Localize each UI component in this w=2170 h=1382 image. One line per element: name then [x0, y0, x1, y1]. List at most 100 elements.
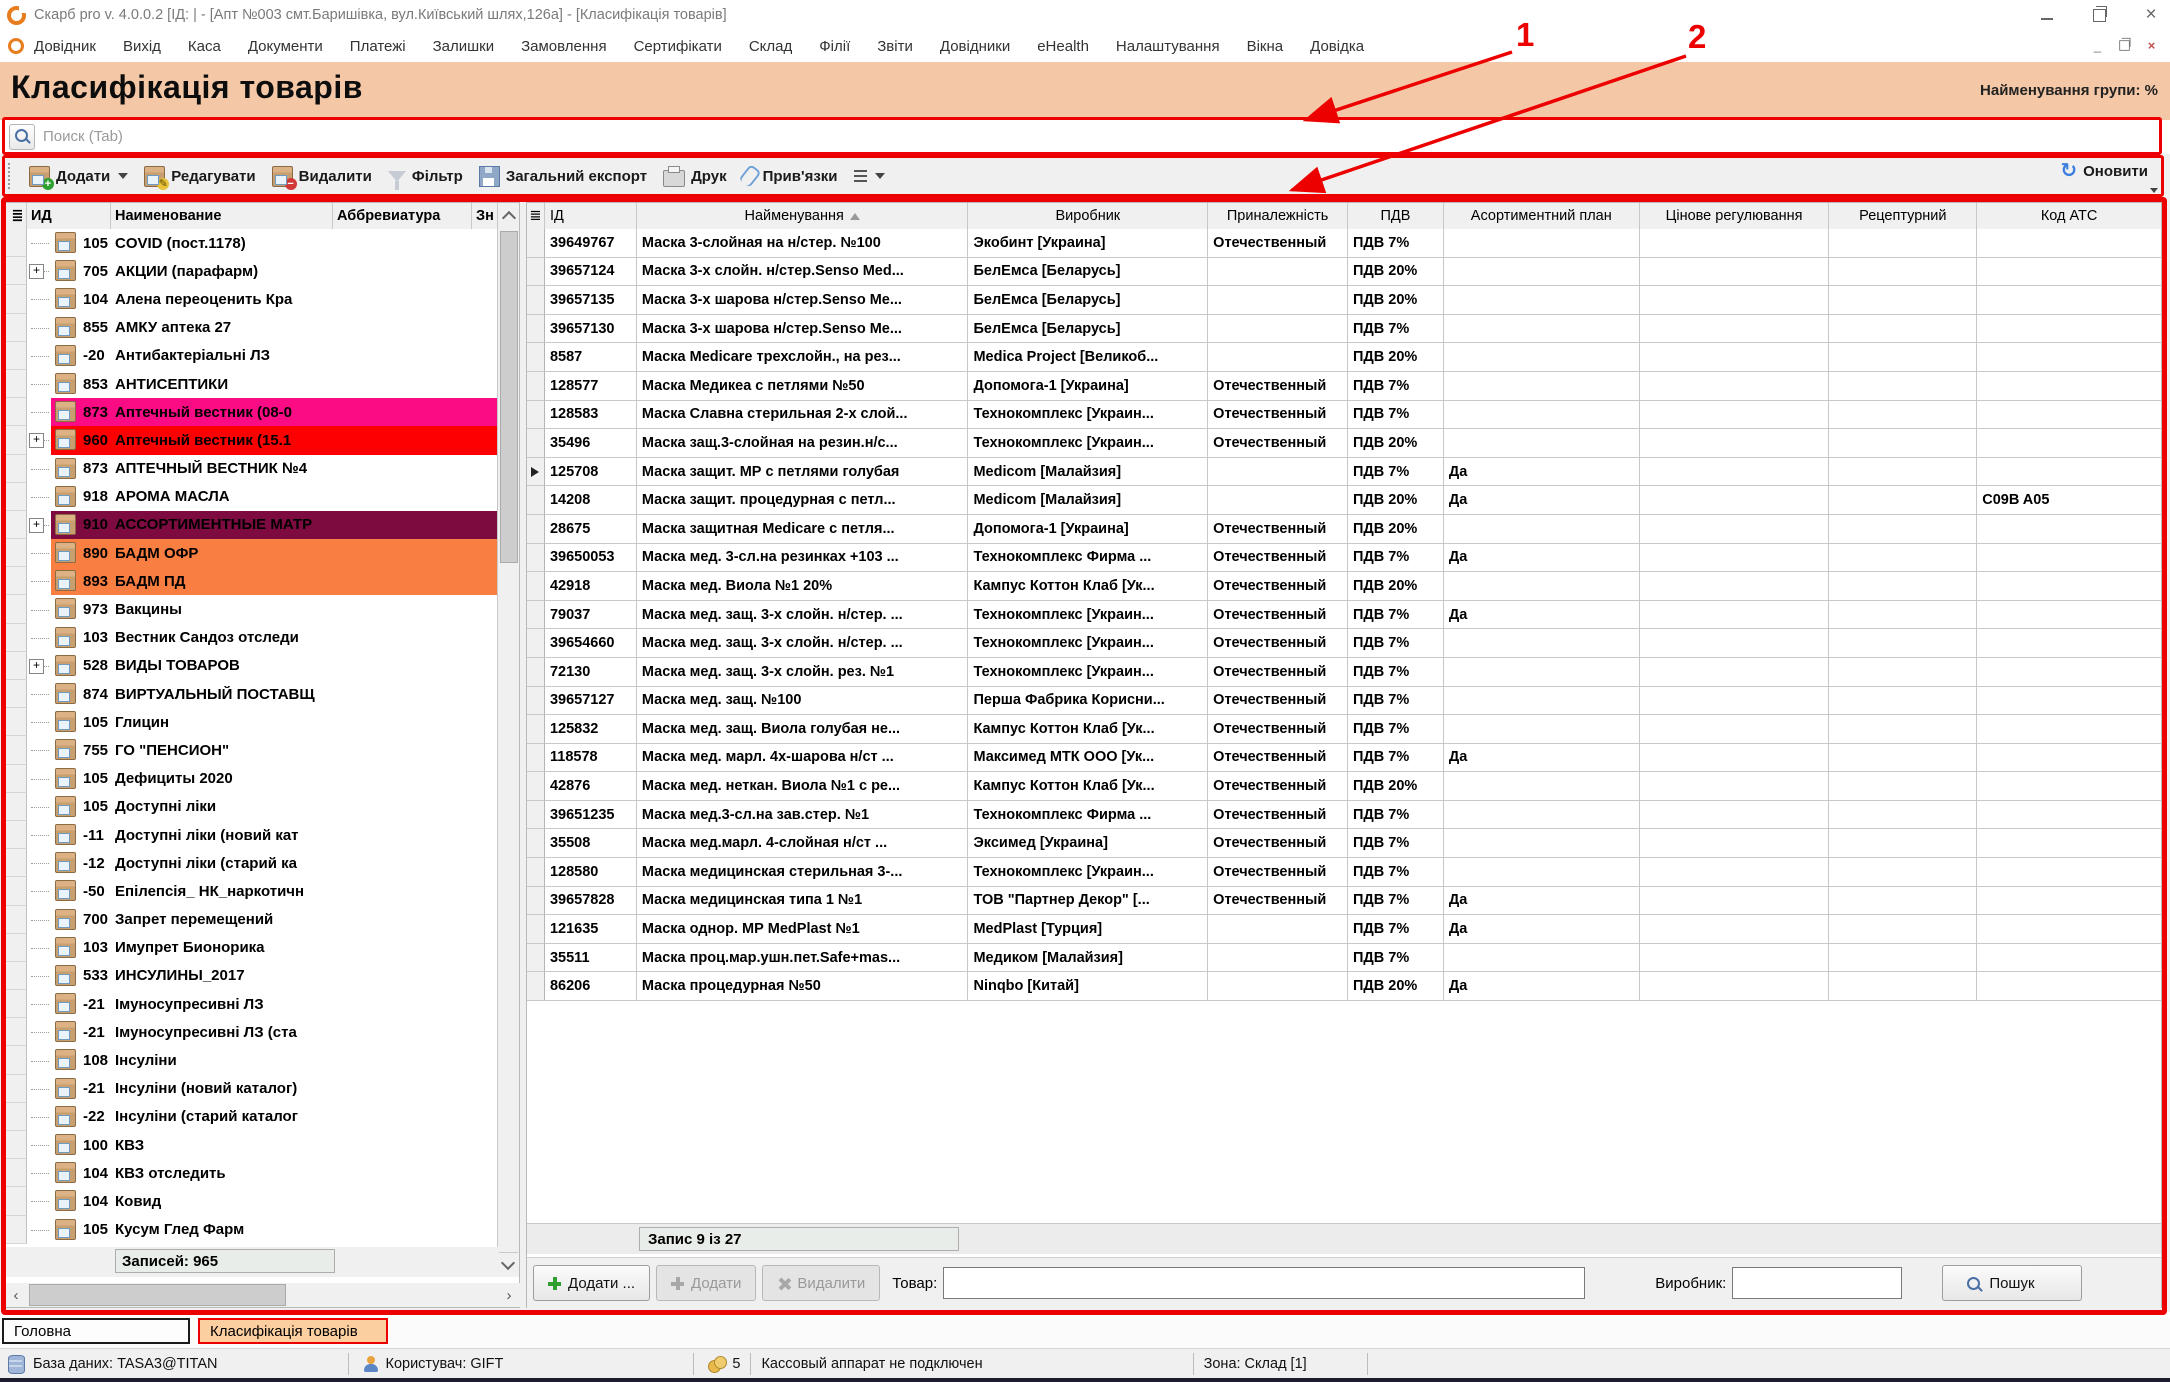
- tree-row-label[interactable]: ГО "ПЕНСИОН": [115, 741, 230, 759]
- grid-row-selector[interactable]: [527, 429, 545, 458]
- add-button[interactable]: + Додати: [21, 163, 136, 190]
- tree-row-selector[interactable]: [5, 454, 27, 483]
- tree-row-selector[interactable]: [5, 510, 27, 540]
- tree-row-selector[interactable]: [5, 1102, 27, 1131]
- tree-row-selector[interactable]: [5, 877, 27, 906]
- table-row[interactable]: 8587 Маска Medicare трехслойн., на рез...…: [527, 343, 2162, 372]
- tree-row-label[interactable]: Дефициты 2020: [115, 770, 233, 788]
- tree-row-selector[interactable]: [5, 933, 27, 962]
- search-icon[interactable]: [9, 123, 35, 150]
- menu-item[interactable]: Довідка: [1310, 37, 1365, 55]
- grid-row-selector[interactable]: [527, 800, 545, 830]
- tree-row[interactable]: 873 АПТЕЧНЫЙ ВЕСТНИК №4: [5, 454, 499, 483]
- tree-row[interactable]: 533 ИНСУЛИНЫ_2017: [5, 961, 499, 991]
- table-row[interactable]: 39657130 Маска 3-х шарова н/стер.Senso Ме…: [527, 314, 2162, 344]
- tree-header-zn[interactable]: Зн: [476, 208, 494, 224]
- grid-row-selector[interactable]: [527, 543, 545, 573]
- tree-row-selector[interactable]: [5, 257, 27, 286]
- table-row[interactable]: 39657127 Маска мед. защ. №100 Перша Фабрик…: [527, 686, 2162, 716]
- tree-row-label[interactable]: Глицин: [115, 713, 170, 731]
- table-row[interactable]: 79037 Маска мед. защ. 3-х слойн. н/стер. …: [527, 600, 2162, 630]
- tree-row-label[interactable]: ВИДЫ ТОВАРОВ: [115, 657, 240, 675]
- tree-row[interactable]: 873 Аптечный вестник (08-0: [5, 398, 499, 427]
- tree-row-label[interactable]: COVID (пост.1178): [115, 234, 246, 252]
- tree-row-label[interactable]: Доступні ліки (новий кат: [115, 826, 299, 844]
- menu-item[interactable]: Сертифікати: [633, 37, 722, 55]
- tab-home[interactable]: Головна: [2, 1318, 190, 1344]
- tree-row-label[interactable]: Вакцины: [115, 601, 182, 619]
- tree-expand-icon[interactable]: +: [29, 433, 44, 449]
- tree-row-label[interactable]: Інсуліни (новий каталог): [115, 1080, 298, 1098]
- tree-row-selector[interactable]: [5, 426, 27, 455]
- tree-row[interactable]: 700 Запрет перемещений: [5, 905, 499, 934]
- tree-horizontal-scrollbar[interactable]: ‹ ›: [5, 1283, 520, 1307]
- tree-row-label[interactable]: Епілепсія_ НК_наркотичн: [115, 882, 305, 900]
- menu-item[interactable]: Вихід: [122, 37, 161, 55]
- delete-disabled-button[interactable]: Видалити: [762, 1265, 881, 1301]
- tree-row[interactable]: 105 Доступні ліки: [5, 792, 499, 821]
- table-row[interactable]: 125832 Маска мед. защ. Виола голубая не..…: [527, 715, 2162, 744]
- menu-item[interactable]: Довідники: [939, 37, 1011, 55]
- tree-row-label[interactable]: Інсуліни (старий каталог: [115, 1108, 298, 1126]
- edit-button[interactable]: ✎ Редагувати: [136, 163, 263, 190]
- tree-row-label[interactable]: АМКУ аптека 27: [115, 319, 232, 337]
- tree-header-id[interactable]: ИД: [27, 203, 111, 229]
- table-row[interactable]: 14208 Маска защит. процедурная с петл... M…: [527, 486, 2162, 515]
- table-row[interactable]: 72130 Маска мед. защ. 3-х слойн. рез. №1 Т…: [527, 657, 2162, 687]
- table-row[interactable]: 42918 Маска мед. Виола №1 20% Кампус Котто…: [527, 572, 2162, 601]
- table-row[interactable]: 128580 Маска медицинская стерильная 3-...…: [527, 858, 2162, 887]
- refresh-dropdown-caret-icon[interactable]: [2150, 188, 2158, 193]
- tree-row[interactable]: 890 БАДМ ОФР: [5, 539, 499, 568]
- tree-scroll-right-icon[interactable]: ›: [506, 1286, 512, 1304]
- tree-row-label[interactable]: Запрет перемещений: [115, 911, 274, 929]
- tree-header-abbr[interactable]: Аббревиатура: [333, 203, 472, 229]
- menu-item[interactable]: Платежі: [349, 37, 406, 55]
- tree-row-selector[interactable]: [5, 1074, 27, 1103]
- tree-row-selector[interactable]: [5, 792, 27, 821]
- tree-expand-icon[interactable]: +: [29, 264, 44, 280]
- grid-row-selector[interactable]: [527, 657, 545, 687]
- grid-header-2[interactable]: Виробник: [968, 203, 1209, 229]
- tree-row-selector[interactable]: [5, 1018, 27, 1047]
- grid-header-1[interactable]: Найменування: [637, 203, 969, 229]
- tree-row-selector[interactable]: [5, 990, 27, 1019]
- tree-row-label[interactable]: АССОРТИМЕНТНЫЕ МАТР: [115, 516, 313, 534]
- grid-row-selector[interactable]: [527, 772, 545, 801]
- tree-row[interactable]: -21 Імуносупресивні ЛЗ: [5, 990, 499, 1019]
- grid-row-selector[interactable]: [527, 715, 545, 744]
- tree-row-label[interactable]: АКЦИИ (парафарм): [115, 262, 259, 280]
- menu-item[interactable]: Документи: [247, 37, 323, 55]
- tree-row[interactable]: 755 ГО "ПЕНСИОН": [5, 736, 499, 765]
- tab-classification[interactable]: Класифікація товарів: [198, 1318, 388, 1344]
- tree-row-label[interactable]: Аптечный вестник (15.1: [115, 431, 292, 449]
- tree-row[interactable]: 973 Вакцины: [5, 595, 499, 624]
- grid-header-5[interactable]: Асортиментний план: [1444, 203, 1640, 229]
- tree-row-selector[interactable]: [5, 764, 27, 793]
- tree-row[interactable]: 103 Имупрет Бионорика: [5, 933, 499, 962]
- tree-row[interactable]: 105 Глицин: [5, 708, 499, 737]
- tree-scroll-left-icon[interactable]: ‹: [13, 1286, 19, 1304]
- grid-row-selector[interactable]: [527, 829, 545, 859]
- tree-row-selector[interactable]: [5, 708, 27, 737]
- menu-item[interactable]: Каса: [187, 37, 221, 55]
- table-row[interactable]: 121635 Маска однор. МР MedPlast №1 MedPlas…: [527, 915, 2162, 944]
- tree-row-label[interactable]: Алена переоценить Кра: [115, 290, 293, 308]
- tree-row-label[interactable]: Ковид: [115, 1192, 162, 1210]
- table-row[interactable]: 125708 Маска защит. МР с петлями голубая M…: [527, 457, 2162, 487]
- tree-row-label[interactable]: Інсуліни: [115, 1052, 177, 1070]
- tree-row-selector[interactable]: [5, 651, 27, 680]
- menu-item[interactable]: Філії: [819, 37, 851, 55]
- links-button[interactable]: Прив'язки: [735, 163, 846, 189]
- table-row[interactable]: 42876 Маска мед. неткан. Виола №1 с ре...…: [527, 772, 2162, 801]
- export-button[interactable]: Загальний експорт: [471, 163, 655, 190]
- tree-row-selector[interactable]: [5, 313, 27, 342]
- tree-row[interactable]: 105 COVID (пост.1178): [5, 229, 499, 258]
- tree-row[interactable]: +528 ВИДЫ ТОВАРОВ: [5, 651, 499, 680]
- table-row[interactable]: 39649767 Маска 3-слойная на н/стер. №100 Э…: [527, 229, 2162, 258]
- tree-row-label[interactable]: АПТЕЧНЫЙ ВЕСТНИК №4: [115, 460, 308, 478]
- tree-vertical-scrollbar[interactable]: [497, 229, 519, 1277]
- tree-vscroll-thumb[interactable]: [500, 231, 518, 563]
- tree-row[interactable]: +960 Аптечный вестник (15.1: [5, 426, 499, 455]
- grid-row-selector[interactable]: [527, 343, 545, 372]
- grid-column-chooser-icon[interactable]: ≣: [527, 203, 545, 229]
